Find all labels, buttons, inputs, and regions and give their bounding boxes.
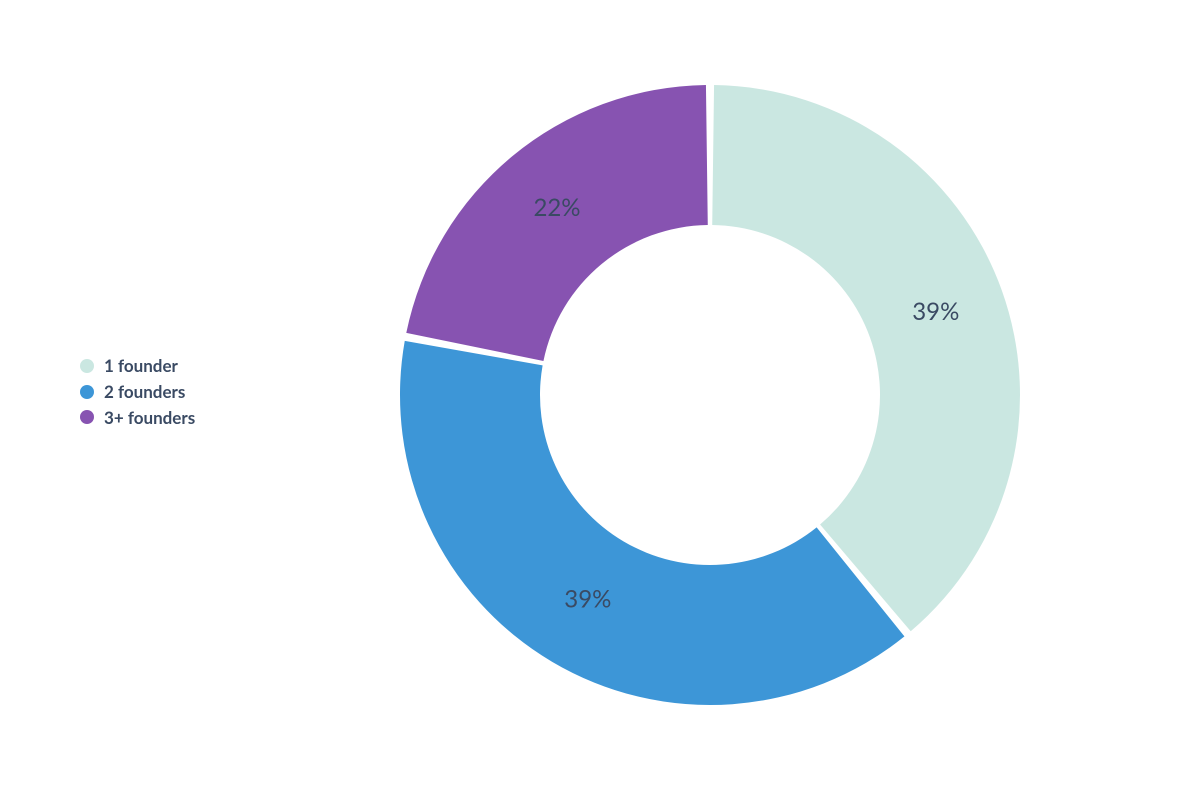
donut-chart: 39% 39% 22%	[0, 0, 1200, 790]
slice-label-founder2: 39%	[564, 585, 611, 614]
donut-slice-founder3p	[406, 85, 707, 361]
chart-container: 1 founder2 founders3+ founders 39%39%22%	[0, 0, 1200, 790]
donut-slice-founder1	[712, 85, 1020, 631]
slice-label-founder3p: 22%	[533, 193, 580, 222]
slice-label-founder1: 39%	[912, 297, 959, 326]
